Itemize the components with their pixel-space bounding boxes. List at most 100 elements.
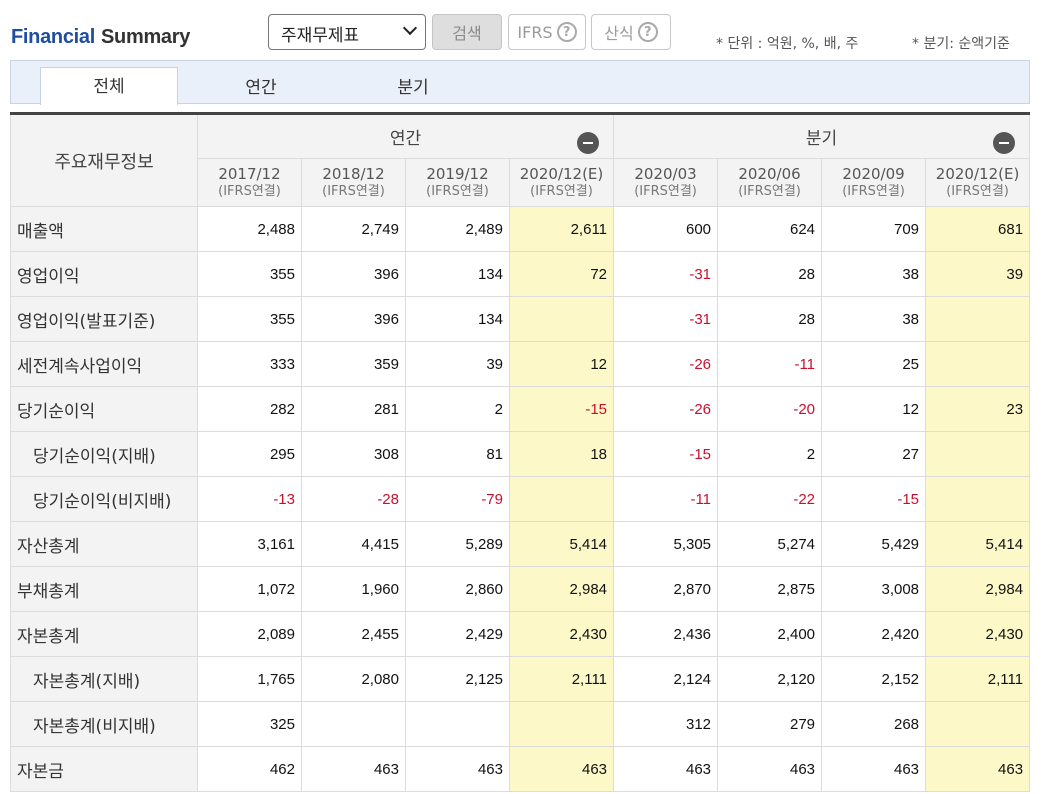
table-cell: 5,289	[405, 521, 510, 567]
collapse-annual-icon[interactable]	[577, 132, 600, 154]
table-cell: 396	[301, 296, 406, 342]
table-cell	[301, 701, 406, 747]
table-cell: 2,111	[508, 656, 615, 702]
period-header: 2020/06 (IFRS연결)	[717, 158, 823, 207]
period-header: 2017/12 (IFRS연결)	[197, 158, 302, 207]
table-cell: 463	[301, 746, 406, 792]
table-cell: 38	[821, 296, 927, 342]
table-cell: 2,124	[613, 656, 719, 702]
row-label: 자본금	[10, 746, 198, 792]
formula-help-button[interactable]: 산식 ?	[591, 14, 671, 50]
table-cell: 2,420	[821, 611, 927, 657]
search-button[interactable]: 검색	[432, 14, 502, 50]
table-cell: 463	[717, 746, 823, 792]
period-label: 2019/12	[426, 164, 489, 183]
table-row: 영업이익(발표기준) 355 396 134 -31 28 38	[10, 296, 1031, 342]
unit-note: * 단위 : 억원, %, 배, 주	[716, 36, 859, 52]
table-cell: 359	[301, 341, 406, 387]
table-cell: 2,111	[925, 656, 1031, 702]
table-cell	[405, 701, 510, 747]
table-cell: 709	[821, 206, 927, 252]
row-label: 자산총계	[10, 521, 198, 567]
title-financial: Financial	[11, 26, 95, 48]
tab-quarter[interactable]: 분기	[397, 78, 429, 98]
table-cell	[508, 701, 615, 747]
period-label: 2020/09	[842, 164, 905, 183]
table-cell: 2,430	[925, 611, 1031, 657]
table-cell: 2,875	[717, 566, 823, 612]
tab-annual[interactable]: 연간	[245, 78, 277, 98]
table-cell: 282	[197, 386, 302, 432]
table-cell: 28	[717, 296, 823, 342]
table-cell: 1,072	[197, 566, 302, 612]
tab-all[interactable]: 전체	[40, 67, 178, 105]
table-cell	[925, 431, 1031, 477]
table-cell: 325	[197, 701, 302, 747]
table-cell	[925, 296, 1031, 342]
table-cell: 2,089	[197, 611, 302, 657]
table-row: 당기순이익(비지배) -13 -28 -79 -11 -22 -15	[10, 476, 1031, 522]
table-cell: 279	[717, 701, 823, 747]
table-cell: 463	[508, 746, 615, 792]
table-cell: 72	[508, 251, 615, 297]
period-header: 2018/12 (IFRS연결)	[301, 158, 406, 207]
table-cell: 2,125	[405, 656, 510, 702]
ifrs-label: IFRS	[517, 22, 553, 42]
ifrs-help-button[interactable]: IFRS ?	[508, 14, 586, 50]
table-cell: 18	[508, 431, 615, 477]
table-cell: 2,489	[405, 206, 510, 252]
table-cell: -15	[613, 431, 719, 477]
quarter-group-label: 분기	[805, 129, 838, 149]
table-cell: -31	[613, 251, 719, 297]
table-row: 부채총계 1,072 1,960 2,860 2,984 2,870 2,875 3,008 2…	[10, 566, 1031, 612]
question-icon: ?	[556, 22, 577, 42]
collapse-quarter-icon[interactable]	[993, 132, 1016, 154]
table-cell: 355	[197, 296, 302, 342]
period-basis: (IFRS연결)	[530, 183, 593, 199]
period-header: 2020/09 (IFRS연결)	[821, 158, 927, 207]
table-cell: 3,008	[821, 566, 927, 612]
table-cell: 12	[821, 386, 927, 432]
row-label: 당기순이익(지배)	[10, 431, 198, 477]
table-cell: 681	[925, 206, 1031, 252]
period-basis: (IFRS연결)	[426, 183, 489, 199]
table-cell: 2,120	[717, 656, 823, 702]
statement-select[interactable]: 주재무제표	[268, 14, 426, 50]
table-row: 당기순이익(지배) 295 308 81 18 -15 2 27	[10, 431, 1031, 477]
table-cell: 5,305	[613, 521, 719, 567]
table-cell: 281	[301, 386, 406, 432]
row-header-title: 주요재무정보	[10, 113, 198, 207]
table-cell: 1,960	[301, 566, 406, 612]
table-cell: 2	[717, 431, 823, 477]
table-cell: 268	[821, 701, 927, 747]
table-cell: 2,152	[821, 656, 927, 702]
table-cell: 3,161	[197, 521, 302, 567]
table-cell: -22	[717, 476, 823, 522]
table-cell	[508, 476, 615, 522]
table-cell	[925, 701, 1031, 747]
period-label: 2020/06	[738, 164, 801, 183]
table-cell: 38	[821, 251, 927, 297]
table-cell: -28	[301, 476, 406, 522]
table-cell: 2,860	[405, 566, 510, 612]
table-cell	[508, 296, 615, 342]
page-title: Financial Summary	[11, 26, 190, 49]
table-cell: 396	[301, 251, 406, 297]
formula-label: 산식	[604, 24, 634, 43]
table-cell: 295	[197, 431, 302, 477]
table-cell: 28	[717, 251, 823, 297]
period-basis: (IFRS연결)	[842, 183, 905, 199]
table-cell: 81	[405, 431, 510, 477]
table-cell: 2,400	[717, 611, 823, 657]
table-cell: 2,436	[613, 611, 719, 657]
period-basis: (IFRS연결)	[322, 183, 385, 199]
table-cell: 2	[405, 386, 510, 432]
table-row: 당기순이익 282 281 2 -15 -26 -20 12 23	[10, 386, 1031, 432]
table-row: 자산총계 3,161 4,415 5,289 5,414 5,305 5,274 5,429 5…	[10, 521, 1031, 567]
table-cell: 39	[405, 341, 510, 387]
tab-bar: 전체 연간 분기	[10, 60, 1030, 105]
table-cell: -79	[405, 476, 510, 522]
table-cell: -20	[717, 386, 823, 432]
title-summary: Summary	[101, 26, 191, 48]
table-cell: 2,080	[301, 656, 406, 702]
